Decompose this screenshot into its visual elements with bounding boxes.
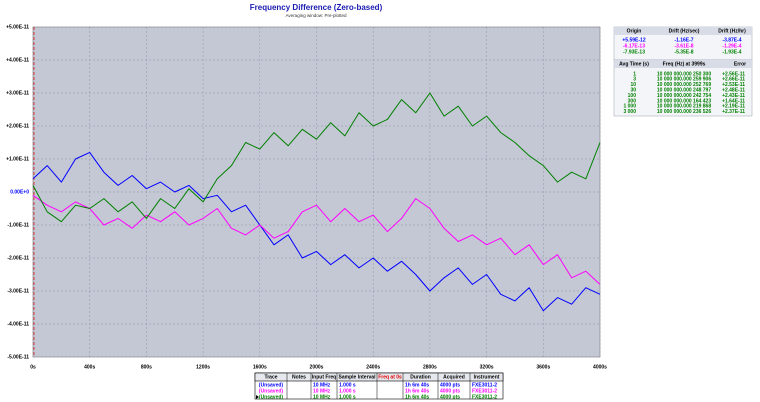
table-cell: -1.16E-7: [674, 37, 693, 43]
y-tick-label: -3.00E-11: [7, 288, 29, 294]
series-line: [32, 92, 601, 223]
table-cell: +2.48E-11: [722, 88, 745, 94]
table-cell: 1.000 s: [339, 388, 356, 394]
table-cell: 10 000 000.000 250 300: [657, 71, 711, 77]
x-tick-label: 2000s: [310, 364, 324, 370]
table-header: Drift (Hz/hr): [718, 28, 746, 34]
table-cell: 1 000: [623, 104, 636, 110]
row-pointer: [256, 395, 259, 399]
table-cell: FXE3011-2: [472, 382, 497, 388]
table-cell: 4000 pts: [440, 388, 460, 394]
table-cell: 10 000 000.000 259 906: [657, 77, 711, 83]
table-cell: (Unsaved): [259, 388, 284, 394]
table-header: Error: [734, 61, 746, 67]
y-tick-label: +3.00E-11: [6, 90, 29, 96]
table-cell: -3.87E-4: [722, 37, 741, 43]
table-cell: FXE3011-2: [472, 388, 497, 394]
y-tick-label: 0.00E+0: [10, 189, 29, 195]
y-tick-label: +4.00E-11: [6, 57, 29, 63]
table-cell: +1.64E-11: [722, 98, 745, 104]
table-cell: 4000 pts: [440, 382, 460, 388]
table-header: Trace: [264, 374, 277, 380]
table-cell: 10 MHz: [313, 388, 331, 394]
table-header: Duration: [410, 374, 431, 380]
table-cell: 1h 6m 40s: [405, 382, 429, 388]
y-tick-label: -2.00E-11: [7, 255, 29, 261]
y-tick-label: -4.00E-11: [7, 321, 29, 327]
series-line: [32, 194, 601, 285]
table-cell: 1.000 s: [339, 382, 356, 388]
table-cell: (Unsaved): [259, 382, 284, 388]
table-header: Notes: [292, 374, 306, 380]
x-tick-label: 2400s: [366, 364, 380, 370]
table-header: Acquired: [443, 374, 465, 380]
table-cell: 300: [628, 98, 637, 104]
x-tick-label: 4000s: [593, 364, 607, 370]
table-header: Input Freq: [312, 374, 336, 380]
table-cell: +2.19E-11: [722, 104, 745, 110]
table-cell: 100: [628, 93, 637, 99]
y-tick-label: -1.00E-11: [7, 222, 29, 228]
table-cell: 10 000 000.000 242 754: [657, 93, 711, 99]
x-tick-label: 1600s: [253, 364, 267, 370]
table-header: Freq (Hz) at 3999s: [663, 61, 706, 67]
table-cell: 10 000 000.000 236 526: [657, 109, 711, 115]
table-cell: 10 MHz: [313, 394, 331, 400]
table-cell: 1h 6m 40s: [405, 388, 429, 394]
trace-header: [254, 372, 504, 382]
series-line: [32, 151, 601, 312]
table-cell: 10 000 000.000 219 868: [657, 104, 711, 110]
table-header: Freq at 0s: [378, 374, 402, 380]
table-cell: 3 000: [623, 109, 636, 115]
table-cell: +2.53E-11: [722, 82, 745, 88]
table-header: Drift (Hz/sec): [669, 28, 700, 34]
chart-subtitle: Averaging window: Pre-plotted: [286, 13, 347, 18]
table-cell: -1.93E-4: [722, 49, 741, 55]
freq-header: [614, 60, 752, 68]
y-tick-label: +2.00E-11: [6, 123, 29, 129]
table-header: Avg Time (s): [619, 61, 649, 67]
x-tick-label: 2800s: [423, 364, 437, 370]
table-cell: 1h 6m 40s: [405, 394, 429, 400]
table-cell: +2.37E-11: [722, 109, 745, 115]
table-cell: +2.56E-11: [722, 71, 745, 77]
x-tick-label: 400s: [84, 364, 95, 370]
table-cell: -7.93E-13: [623, 49, 645, 55]
table-cell: 3: [633, 77, 636, 83]
table-cell: 30: [630, 88, 636, 94]
x-tick-label: 0s: [30, 364, 36, 370]
table-cell: -3.61E-8: [674, 43, 693, 49]
x-tick-label: 1200s: [196, 364, 210, 370]
y-tick-label: -5.00E-11: [7, 354, 29, 360]
table-cell: 1.000 s: [339, 394, 356, 400]
table-cell: FXE3011-2: [472, 394, 497, 400]
table-cell: +5.59E-12: [622, 37, 645, 43]
table-cell: -6.17E-13: [623, 43, 645, 49]
table-cell: 4000 pts: [440, 394, 460, 400]
table-cell: 10: [630, 82, 636, 88]
freq-table: [613, 59, 753, 117]
table-cell: 1: [633, 71, 636, 77]
table-cell: 10 000 000.000 252 769: [657, 82, 711, 88]
chart-title: Frequency Difference (Zero-based): [250, 3, 383, 12]
table-cell: (Unsaved): [259, 394, 284, 400]
table-cell: +2.66E-11: [722, 77, 745, 83]
x-tick-label: 3200s: [480, 364, 494, 370]
table-cell: -5.35E-8: [674, 49, 693, 55]
table-header: Instrument: [474, 374, 500, 380]
table-cell: 10 MHz: [313, 382, 331, 388]
table-cell: +2.43E-11: [722, 93, 745, 99]
table-header: Origin: [627, 28, 642, 34]
y-tick-label: +5.00E-11: [6, 24, 29, 30]
table-cell: -1.29E-4: [722, 43, 741, 49]
y-tick-label: +1.00E-11: [6, 156, 29, 162]
drift-header: [614, 27, 752, 35]
x-tick-label: 800s: [141, 364, 152, 370]
table-cell: 10 000 000.000 164 423: [657, 98, 711, 104]
table-cell: 10 000 000.000 248 797: [657, 88, 711, 94]
x-tick-label: 3600s: [536, 364, 550, 370]
table-header: Sample Interval: [339, 374, 377, 380]
